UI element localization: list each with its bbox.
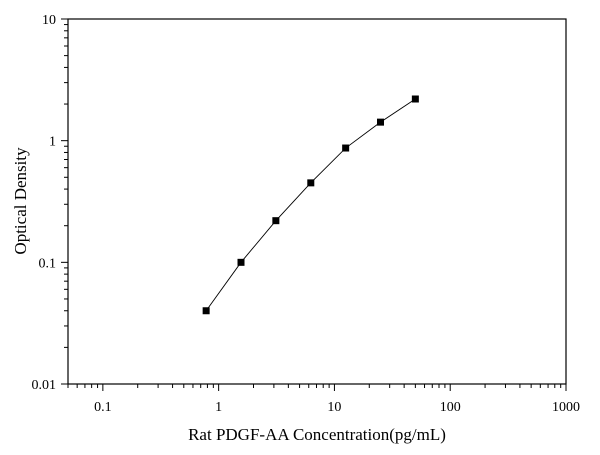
x-tick-label: 10 bbox=[327, 400, 341, 415]
x-tick-label: 1 bbox=[215, 400, 222, 415]
y-tick-label: 10 bbox=[42, 13, 56, 28]
axes: 0.1 1 10 100 1000 0.01 0.1 1 10 bbox=[32, 13, 581, 415]
fit-curve bbox=[205, 98, 416, 312]
y-tick-label: 1 bbox=[49, 135, 56, 150]
x-axis-title: Rat PDGF-AA Concentration(pg/mL) bbox=[188, 425, 446, 444]
data-point bbox=[307, 179, 315, 187]
y-tick-label: 0.01 bbox=[32, 378, 57, 393]
y-tick-label: 0.1 bbox=[39, 256, 57, 271]
data-points bbox=[202, 95, 419, 315]
data-point bbox=[237, 258, 245, 266]
data-point bbox=[272, 217, 280, 225]
data-point bbox=[342, 144, 350, 152]
curve-line bbox=[205, 98, 416, 312]
x-tick-label: 1000 bbox=[552, 400, 580, 415]
data-point bbox=[411, 95, 419, 103]
y-axis-title: Optical Density bbox=[11, 147, 30, 255]
data-point bbox=[377, 118, 385, 126]
plot-frame bbox=[67, 18, 567, 385]
data-point bbox=[202, 307, 210, 315]
x-tick-label: 0.1 bbox=[94, 400, 112, 415]
x-tick-label: 100 bbox=[440, 400, 461, 415]
